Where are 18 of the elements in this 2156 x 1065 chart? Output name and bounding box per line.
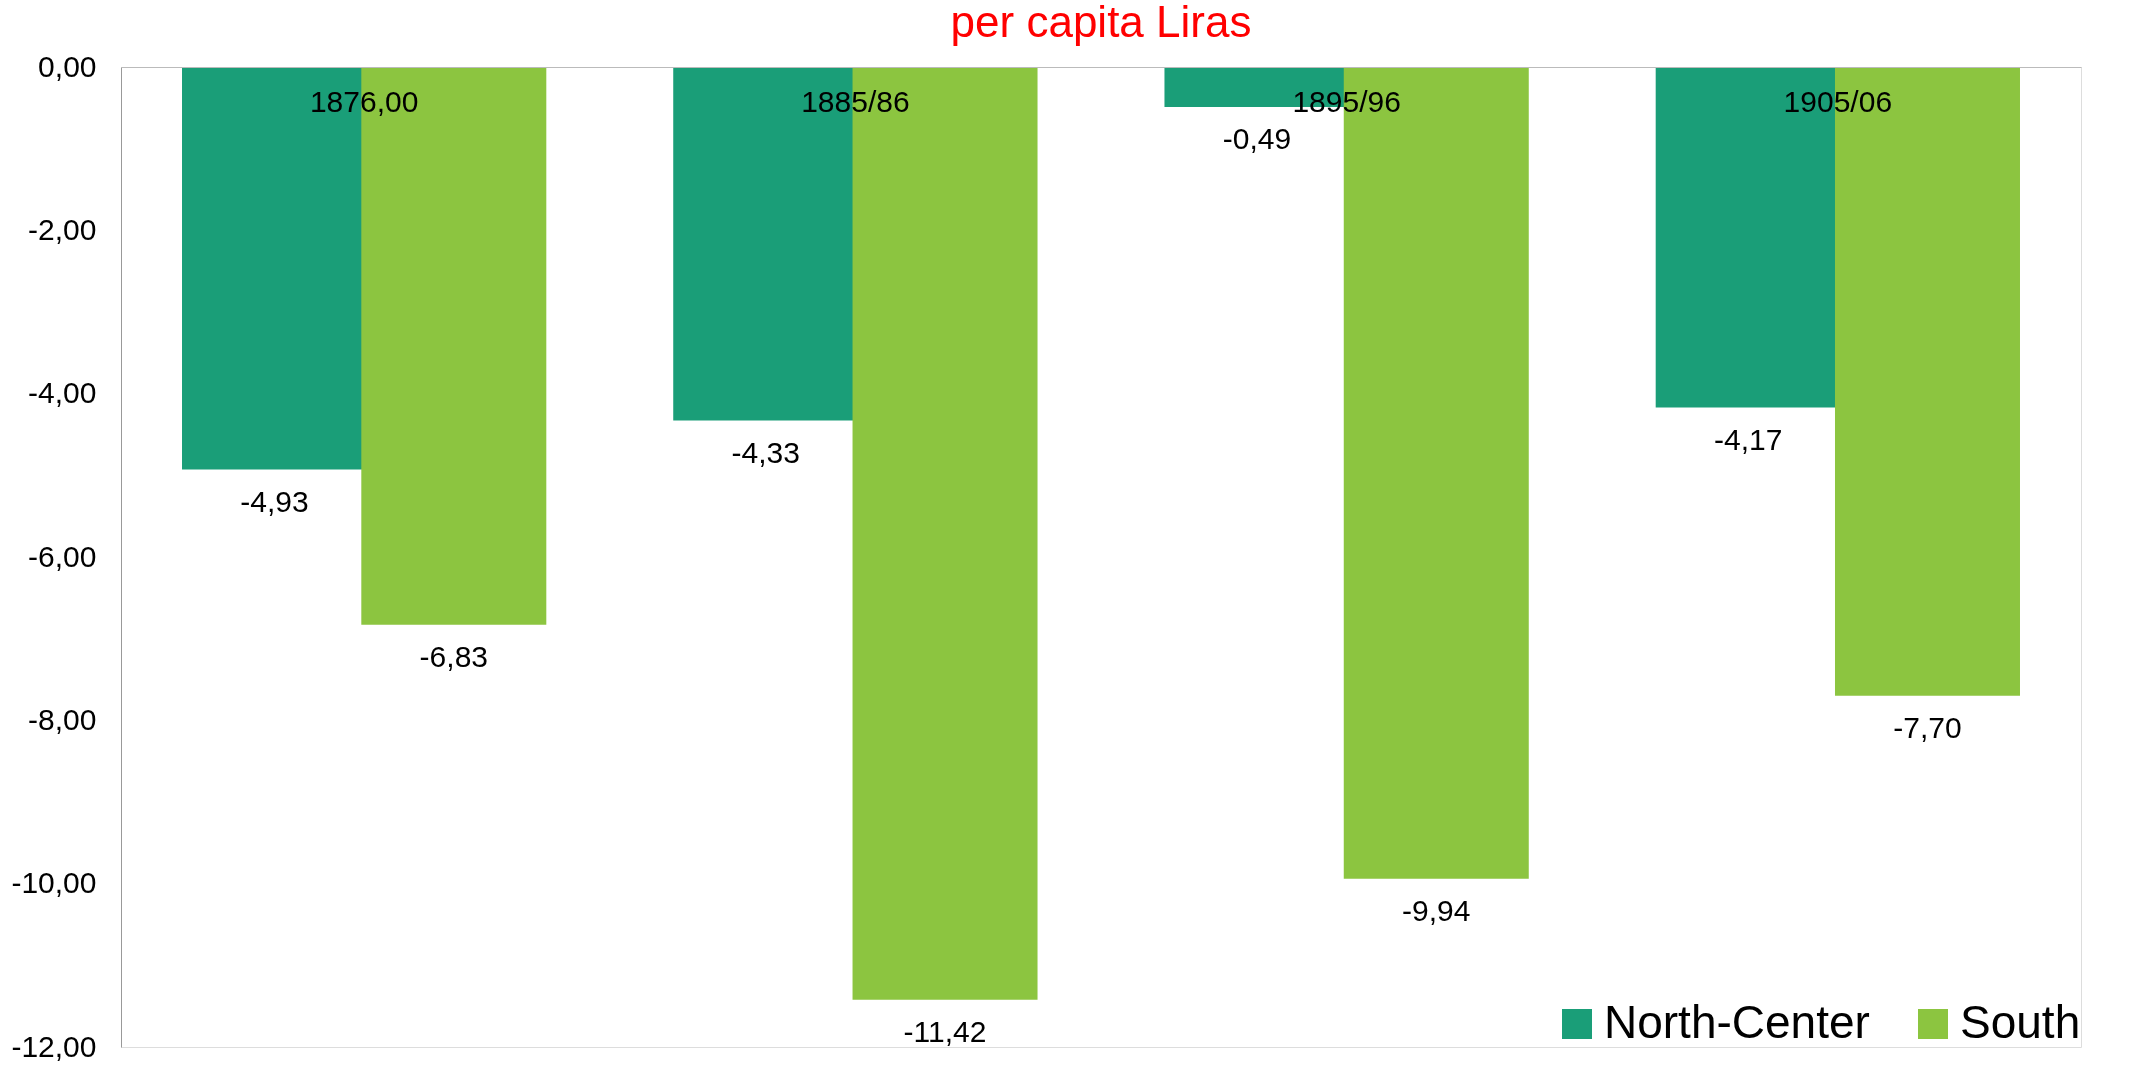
legend-label: South xyxy=(1960,996,2081,1048)
chart-title: per capita Liras xyxy=(950,0,1252,46)
y-tick-label: -8,00 xyxy=(28,702,97,736)
data-label: -4,17 xyxy=(1714,422,1783,456)
data-label: -4,93 xyxy=(240,484,309,518)
legend-label: North-Center xyxy=(1604,996,1870,1048)
y-tick-label: 0,00 xyxy=(38,49,97,83)
data-label: -11,42 xyxy=(903,1014,987,1048)
data-label: -4,33 xyxy=(731,435,800,469)
data-label: -0,49 xyxy=(1222,122,1292,156)
y-tick-label: -10,00 xyxy=(11,866,97,900)
data-label: -9,94 xyxy=(1402,893,1471,927)
y-tick-label: -12,00 xyxy=(11,1029,97,1063)
y-tick-label: -6,00 xyxy=(28,539,97,573)
data-label: -7,70 xyxy=(1893,710,1962,744)
y-tick-label: -4,00 xyxy=(28,376,97,410)
y-tick-label: -2,00 xyxy=(28,212,97,246)
data-label: -6,83 xyxy=(419,639,488,673)
